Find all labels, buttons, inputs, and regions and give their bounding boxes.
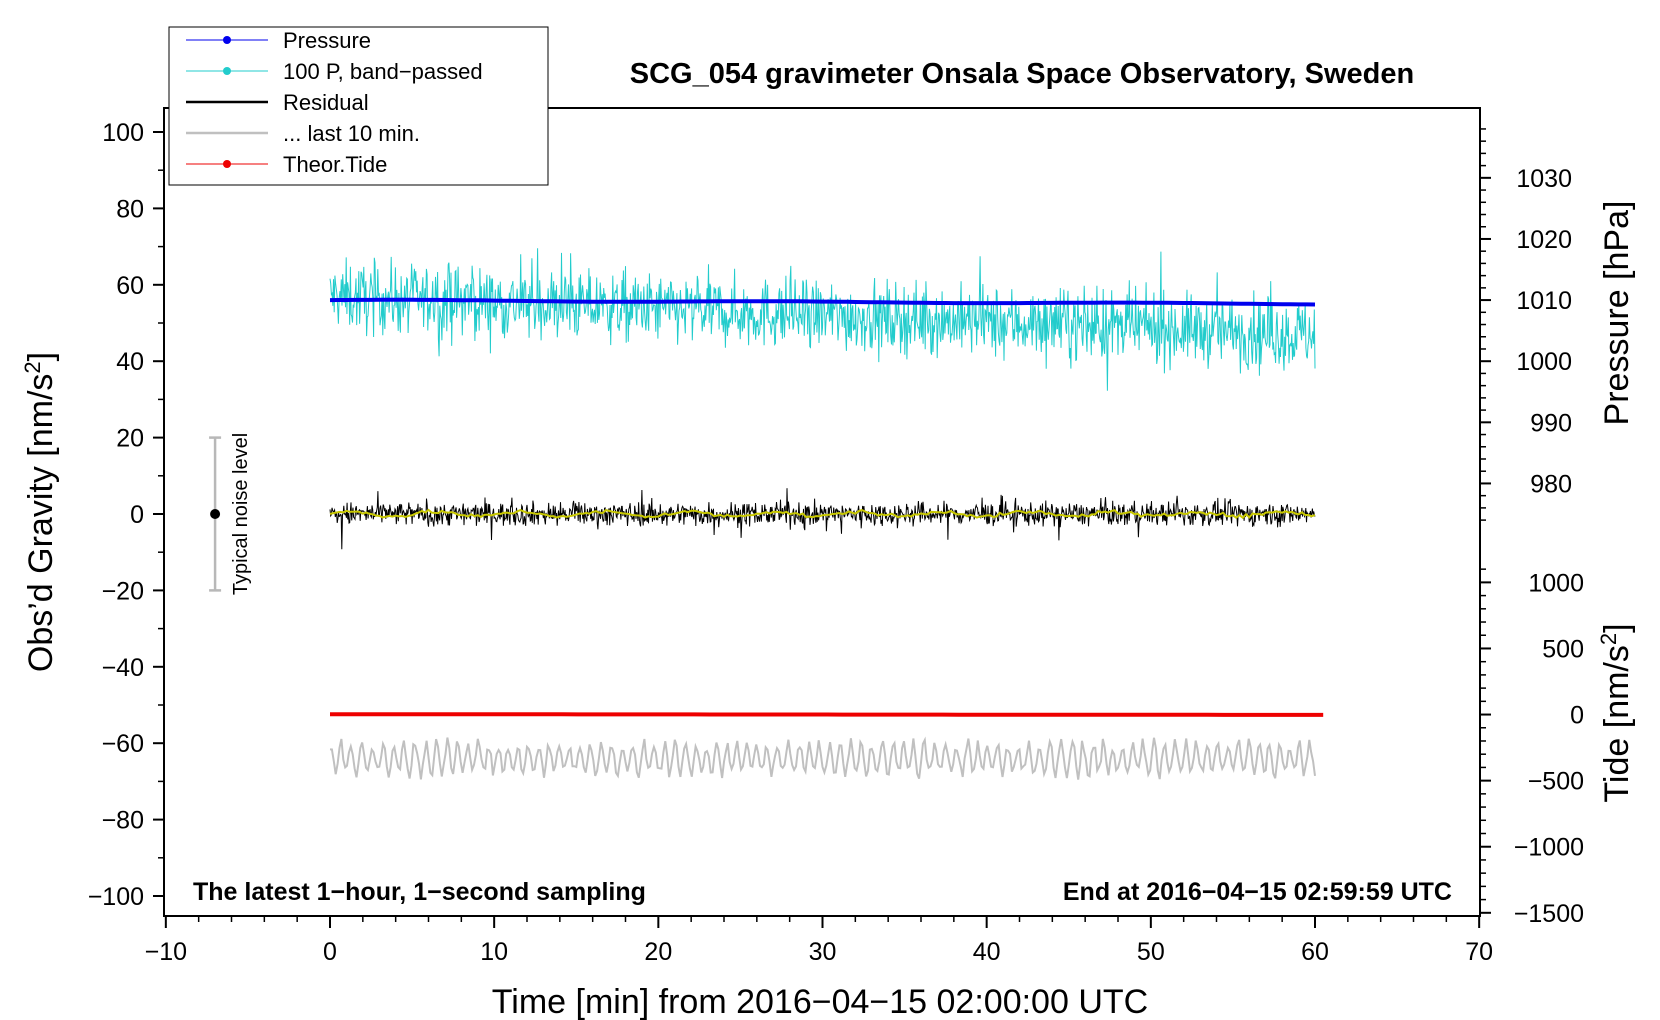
tide-tick-label: −1000 [1514,834,1584,862]
y-tick-label: 40 [116,348,144,376]
legend-marker [223,67,231,75]
legend-entries: Pressure 100 P, band−passed Residual ... la… [186,28,483,177]
legend: Pressure 100 P, band−passed Residual ... la… [168,26,549,186]
y-tick-label: −80 [102,807,144,835]
pressure-tick-label: 1000 [1516,348,1572,376]
y-tick-label: 0 [130,501,144,529]
legend-label: 100 P, band−passed [283,59,483,84]
legend-marker [223,36,231,44]
series-residual-smoothed [329,508,1316,520]
pressure-tick-labels: 980 990 1000 1010 1020 1030 [1516,165,1572,499]
x-tick-label: 50 [1137,938,1165,966]
noise-bar: Typical noise level [209,433,252,595]
x-tick-label: 70 [1465,938,1493,966]
x-axis-title: Time [min] from 2016−04−15 02:00:00 UTC [492,983,1148,1020]
y-tick-label: 60 [116,272,144,300]
series-band-passed-pressure [329,248,1316,391]
y-axis-title: Obs’d Gravity [nm/s2] [20,352,60,672]
legend-marker [223,160,231,168]
x-tick-label: −10 [145,938,187,966]
chart-title: SCG_054 gravimeter Onsala Space Observat… [630,58,1414,90]
tide-tick-label: 0 [1570,702,1584,730]
legend-label: Pressure [283,28,371,53]
tide-tick-label: 500 [1542,635,1584,663]
x-tick-labels: −10 0 10 20 30 40 50 60 70 [145,938,1493,966]
tide-tick-labels: −1500 −1000 −500 0 500 1000 [1514,569,1584,927]
series-residual [329,488,1316,550]
y-tick-label: −100 [88,883,144,911]
legend-label: ... last 10 min. [283,121,420,146]
pressure-tick-label: 1030 [1516,165,1572,193]
tide-tick-label: −1500 [1514,900,1584,928]
series-theoretical-tide [330,712,1324,717]
y-tick-label: 100 [102,119,144,147]
series-pressure [329,297,1316,307]
pressure-tick-label: 980 [1530,470,1572,498]
tide-tick-label: −500 [1528,768,1584,796]
x-tick-label: 40 [973,938,1001,966]
legend-box [168,26,549,186]
pressure-tick-label: 1010 [1516,287,1572,315]
legend-label: Residual [283,90,369,115]
y-tick-label: 80 [116,195,144,223]
noise-label: Typical noise level [230,433,252,595]
tide-axis-title: Tide [nm/s2] [1596,623,1636,802]
y-tick-labels: −100 −80 −60 −40 −20 0 20 40 60 80 100 [88,119,144,911]
y-tick-label: 20 [116,425,144,453]
series-last-10-min [329,736,1316,780]
x-tick-label: 20 [644,938,672,966]
sampling-annotation: The latest 1−hour, 1−second sampling [193,878,646,906]
x-tick-label: 0 [323,938,337,966]
x-tick-label: 10 [480,938,508,966]
legend-label: Theor.Tide [283,152,387,177]
axis-ticks [153,128,1491,928]
y-tick-label: −20 [102,577,144,605]
pressure-tick-label: 1020 [1516,226,1572,254]
pressure-axis-title: Pressure [hPa] [1598,201,1636,426]
x-tick-label: 30 [809,938,837,966]
series-layer [329,248,1324,780]
x-tick-label: 60 [1301,938,1329,966]
pressure-tick-label: 990 [1530,409,1572,437]
end-time-annotation: End at 2016−04−15 02:59:59 UTC [1063,878,1452,906]
y-tick-label: −60 [102,730,144,758]
noise-bar-center-dot [210,509,221,519]
tide-tick-label: 1000 [1528,569,1584,597]
y-tick-label: −40 [102,654,144,682]
